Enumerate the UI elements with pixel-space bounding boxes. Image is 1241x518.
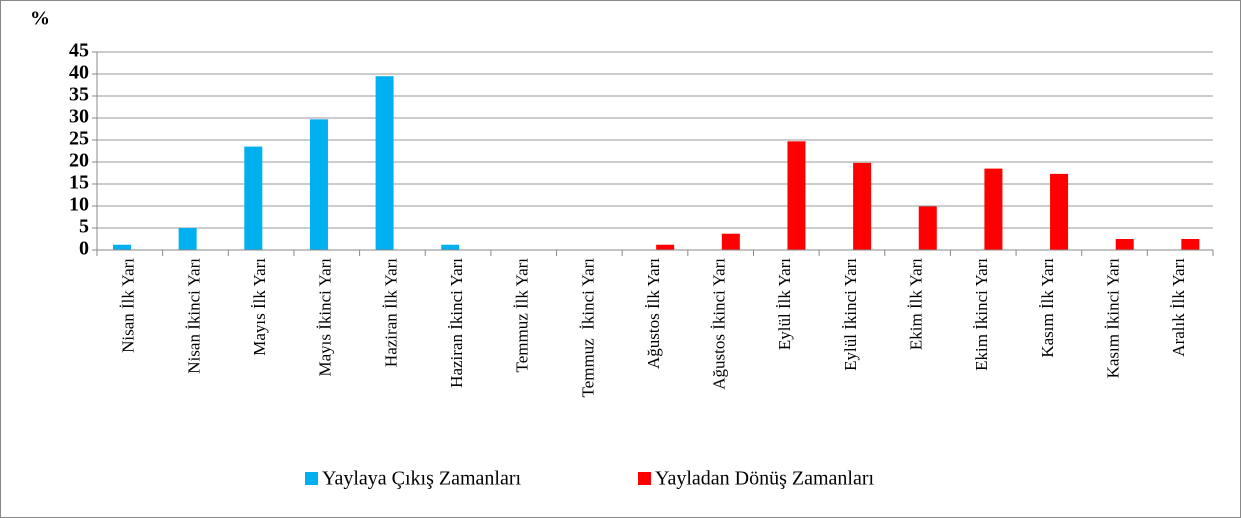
x-tick-label: Ekim İlk Yarı bbox=[906, 258, 925, 350]
bar bbox=[1181, 239, 1200, 250]
bar bbox=[787, 141, 806, 250]
legend-label: Yaylaya Çıkış Zamanları bbox=[322, 468, 521, 490]
y-tick-label: 30 bbox=[69, 106, 89, 128]
x-tick-label: Eylül İlk Yarı bbox=[775, 258, 794, 350]
x-tick-label: Temmuz İlk Yarı bbox=[513, 258, 532, 373]
y-tick-label: 35 bbox=[69, 84, 89, 106]
legend-swatch bbox=[638, 472, 651, 485]
x-tick-label: Nisan İlk Yarı bbox=[119, 258, 138, 353]
y-tick-label: 5 bbox=[79, 216, 89, 238]
legend-swatch bbox=[305, 472, 318, 485]
bar bbox=[375, 76, 394, 250]
x-tick-label: Temmuz İkinci Yarı bbox=[578, 258, 597, 398]
bar bbox=[853, 162, 872, 250]
y-tick-label: 15 bbox=[69, 172, 89, 194]
bar bbox=[984, 168, 1003, 250]
bar bbox=[244, 146, 263, 250]
y-tick-label: 45 bbox=[69, 40, 89, 62]
bar bbox=[1115, 239, 1134, 250]
bar bbox=[918, 206, 937, 250]
bar bbox=[1050, 173, 1069, 250]
x-tick-label: Ağustos İkinci Yarı bbox=[710, 258, 729, 390]
bar bbox=[721, 233, 740, 250]
bar bbox=[656, 244, 675, 250]
y-tick-label: 20 bbox=[69, 150, 89, 172]
bar bbox=[309, 119, 328, 250]
y-axis-label: % bbox=[30, 8, 50, 30]
x-tick-label: Ekim İkinci Yarı bbox=[972, 258, 991, 371]
x-tick-label: Aralık İlk Yarı bbox=[1169, 258, 1188, 357]
y-tick-label: 0 bbox=[79, 238, 89, 260]
x-tick-label: Haziran İkinci Yarı bbox=[447, 258, 466, 388]
x-tick-label: Ağustos İlk Yarı bbox=[644, 258, 663, 369]
x-tick-label: Haziran İlk Yarı bbox=[381, 258, 400, 367]
legend-label: Yayladan Dönüş Zamanları bbox=[655, 468, 874, 490]
x-tick-label: Kasım İlk Yarı bbox=[1038, 258, 1057, 358]
x-tick-label: Eylül İkinci Yarı bbox=[841, 258, 860, 371]
y-tick-label: 40 bbox=[69, 62, 89, 84]
x-tick-label: Mayıs İlk Yarı bbox=[250, 258, 269, 356]
bar bbox=[178, 228, 197, 250]
x-tick-label: Mayıs İkinci Yarı bbox=[316, 258, 335, 377]
x-tick-label: Kasım İkinci Yarı bbox=[1103, 258, 1122, 379]
bar bbox=[441, 244, 460, 250]
y-tick-label: 10 bbox=[69, 194, 89, 216]
x-tick-label: Nisan İkinci Yarı bbox=[184, 258, 203, 374]
y-tick-label: 25 bbox=[69, 128, 89, 150]
bar bbox=[113, 244, 131, 250]
